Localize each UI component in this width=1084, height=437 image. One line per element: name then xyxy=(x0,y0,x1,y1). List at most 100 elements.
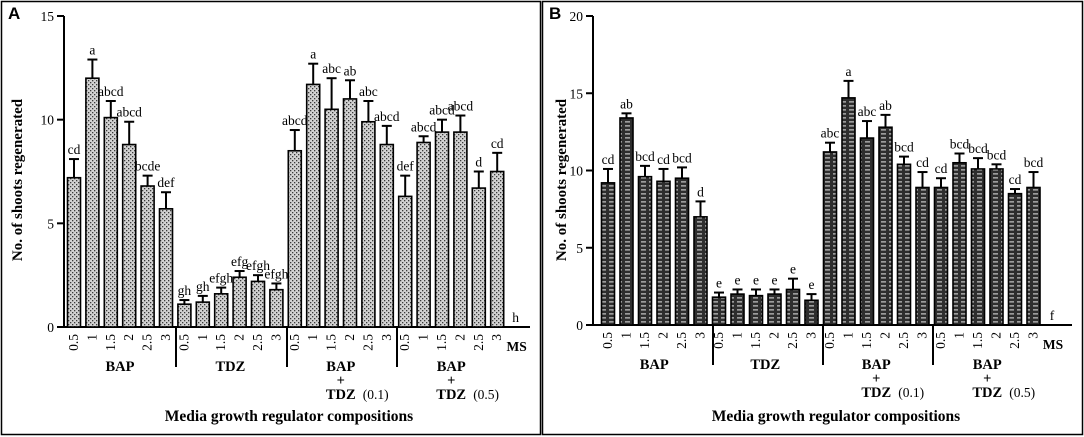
panel-a-x-tick-label: 1.5 xyxy=(213,334,228,351)
panel-a-x-tick-label: 1 xyxy=(305,334,320,341)
panel-a-bar xyxy=(342,98,358,328)
panel-b-y-tick-label: 20 xyxy=(570,9,584,24)
panel-b-x-tick-label: 2 xyxy=(878,332,893,339)
panel-a-group-label: TDZ xyxy=(436,387,466,403)
panel-a-sig-letter: gh xyxy=(178,283,192,298)
panel-b-bar xyxy=(711,296,727,326)
panel-a-x-tick-label: 3 xyxy=(158,334,173,341)
panel-a-bar xyxy=(287,149,303,328)
panel-a-sig-letter: d xyxy=(475,155,482,170)
panel-b-group-label: TDZ xyxy=(972,385,1002,401)
panel-b-bar xyxy=(933,186,949,326)
panel-b-x-tick-label: 2.5 xyxy=(785,332,800,349)
panel-b-x-tick-label: 0.5 xyxy=(711,332,726,349)
panel-b-sig-letter: bcd xyxy=(635,149,655,164)
panel-a-x-tick-label: 2 xyxy=(452,334,467,341)
panel-b-bar xyxy=(1007,192,1023,326)
panel-a-bar xyxy=(397,195,413,328)
panel-a-sig-letter: abcd xyxy=(282,113,308,128)
panel-b-x-tick-label: MS xyxy=(1043,337,1063,352)
panel-b-x-tick-label: 2.5 xyxy=(896,332,911,349)
panel-b-bar xyxy=(878,126,893,326)
panel-b-sig-letter: ab xyxy=(620,96,633,111)
panel-a-x-tick-label: 1 xyxy=(84,334,99,341)
panel-b-sig-letter: bcd xyxy=(1024,155,1044,170)
panel-b-bar xyxy=(674,177,690,326)
panel-b-sig-letter: f xyxy=(1050,308,1055,323)
panel-b-x-tick-label: 1.5 xyxy=(637,332,652,349)
panel-b-sig-letter: bcd xyxy=(950,137,970,152)
panel-a-group-label: TDZ xyxy=(215,359,245,375)
panel-a-sig-letter: efgh xyxy=(264,266,288,281)
panel-a-group-concentration: (0.1) xyxy=(363,387,389,402)
panel-a-sig-letter: a xyxy=(310,47,316,62)
panel-b-x-tick-label: 2.5 xyxy=(1007,332,1022,349)
panel-b-group-concentration: (0.5) xyxy=(1009,385,1035,400)
panel-a-y-axis-label: No. of shoots regenerated xyxy=(10,98,26,261)
panel-b-sig-letter: cd xyxy=(935,161,948,176)
panel-b-bar xyxy=(619,117,634,326)
panel-a-x-tick-label: 2 xyxy=(121,334,136,341)
panel-a-sig-letter: def xyxy=(157,175,175,190)
panel-a-x-tick-label: 3 xyxy=(379,334,394,341)
panel-b-x-tick-label: 3 xyxy=(1026,332,1041,339)
panel-b-x-tick-label: 1.5 xyxy=(859,332,874,349)
panel-a-group-concentration: (0.5) xyxy=(473,387,499,402)
panel-a-x-tick-label: 2 xyxy=(342,334,357,341)
panel-b-sig-letter: e xyxy=(790,262,796,277)
panel-a-x-tick-label: 2 xyxy=(232,334,247,341)
panel-a-bar xyxy=(103,116,119,328)
panel-b-bar xyxy=(970,168,986,326)
panel-b-bar xyxy=(767,293,782,326)
panel-a-x-tick-label: 2.5 xyxy=(140,334,155,351)
panel-a-letter: A xyxy=(8,4,20,23)
panel-a-bar xyxy=(140,185,155,328)
panel-a-bar xyxy=(379,143,395,328)
panel-b-x-tick-label: 1 xyxy=(619,332,634,339)
panel-b-bar xyxy=(693,216,708,326)
panel-b-sig-letter: d xyxy=(697,184,704,199)
panel-a-x-tick-label: 0.5 xyxy=(176,334,191,351)
panel-b-group-label: + xyxy=(872,371,880,387)
panel-b-bar xyxy=(600,182,616,326)
panel-a-bar xyxy=(213,293,229,328)
panel-a-group-label: TDZ xyxy=(326,387,356,403)
panel-a-x-tick-label: 2.5 xyxy=(360,334,375,351)
panel-a-x-tick-label: 1 xyxy=(195,334,210,341)
panel-a-bar xyxy=(489,170,505,328)
panel-a-sig-letter: h xyxy=(512,310,519,325)
panel-b-group-label: TDZ xyxy=(861,385,891,401)
panel-b-x-tick-label: 1 xyxy=(841,332,856,339)
panel-a-x-tick-label: 2.5 xyxy=(250,334,265,351)
panel-b-sig-letter: cd xyxy=(657,152,670,167)
panel-a-x-tick-label: 1.5 xyxy=(324,334,339,351)
panel-b-bar xyxy=(841,97,856,326)
panel-a-bar xyxy=(195,301,211,328)
panel-b-x-tick-label: 2.5 xyxy=(674,332,689,349)
panel-b-bar xyxy=(785,288,801,326)
panel-b-x-tick-label: 1 xyxy=(730,332,745,339)
panel-b-group-label: TDZ xyxy=(750,357,780,373)
panel-a-sig-letter: bcde xyxy=(135,159,160,174)
panel-a-group-label: + xyxy=(337,373,345,389)
panel-b-sig-letter: e xyxy=(753,272,759,287)
panel-b-sig-letter: e xyxy=(716,276,722,291)
panel-a-sig-letter: abcd xyxy=(374,109,400,124)
panel-a-sig-letter: a xyxy=(89,43,95,58)
panel-a-x-tick-label: 1.5 xyxy=(103,334,118,351)
panel-b-bar xyxy=(989,168,1004,326)
panel-a-y-tick-label: 15 xyxy=(41,9,55,24)
panel-b-plot: 0 5 10 15 20 cd 0.5 ab 1 bcd 1.5 cd 2 bcd 2.5 d 3 e 0.5 e 1 e… xyxy=(570,9,1072,401)
panel-a-x-tick-label: 0.5 xyxy=(287,334,302,351)
panel-a-bar xyxy=(471,187,487,328)
panel-a-bar xyxy=(324,108,339,328)
panel-a-x-tick-label: 1.5 xyxy=(434,334,449,351)
panel-b-bar xyxy=(637,175,653,326)
panel-a-group-label: BAP xyxy=(437,359,466,375)
panel-b-y-axis-label: No. of shoots regenerated xyxy=(554,98,570,261)
panel-a-y-tick-label: 5 xyxy=(47,216,54,231)
panel-a-bar xyxy=(232,276,247,328)
panel-a-sig-letter: abcd xyxy=(98,84,124,99)
panel-a-x-tick-label: 3 xyxy=(268,334,283,341)
